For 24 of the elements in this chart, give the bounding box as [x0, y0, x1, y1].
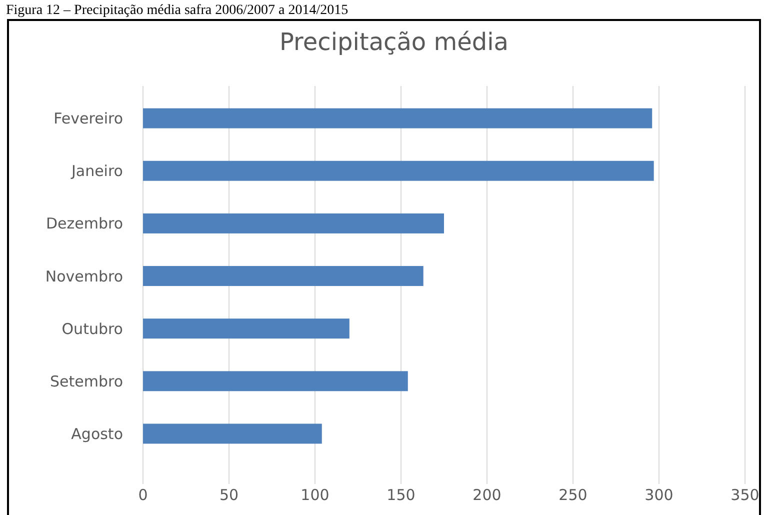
bar: [143, 318, 350, 339]
y-tick-label: Outubro: [62, 320, 123, 338]
chart-title: Precipitação média: [279, 28, 509, 56]
y-tick-label: Setembro: [50, 372, 123, 390]
y-tick-label: Fevereiro: [54, 110, 123, 128]
y-tick-label: Agosto: [71, 424, 123, 443]
bar: [143, 108, 652, 128]
x-tick-label: 250: [558, 486, 588, 504]
bar: [143, 424, 322, 444]
y-tick-label: Janeiro: [70, 162, 123, 180]
bar: [143, 213, 444, 234]
bar: [143, 266, 424, 286]
x-tick-label: 0: [138, 486, 148, 504]
text: Figura 12 – Precipitação média safra 2006/2007 a 2014/2015: [6, 3, 348, 18]
y-tick-label: Novembro: [45, 267, 123, 286]
x-tick-label: 50: [219, 486, 239, 504]
x-tick-label: 350: [730, 486, 760, 504]
x-tick-label: 300: [644, 486, 674, 504]
bar: [143, 160, 654, 181]
bar: [143, 371, 408, 392]
y-tick-label: Dezembro: [46, 214, 123, 233]
x-tick-label: 150: [386, 486, 416, 504]
x-tick-label: 100: [300, 486, 330, 504]
x-tick-label: 200: [472, 486, 502, 504]
